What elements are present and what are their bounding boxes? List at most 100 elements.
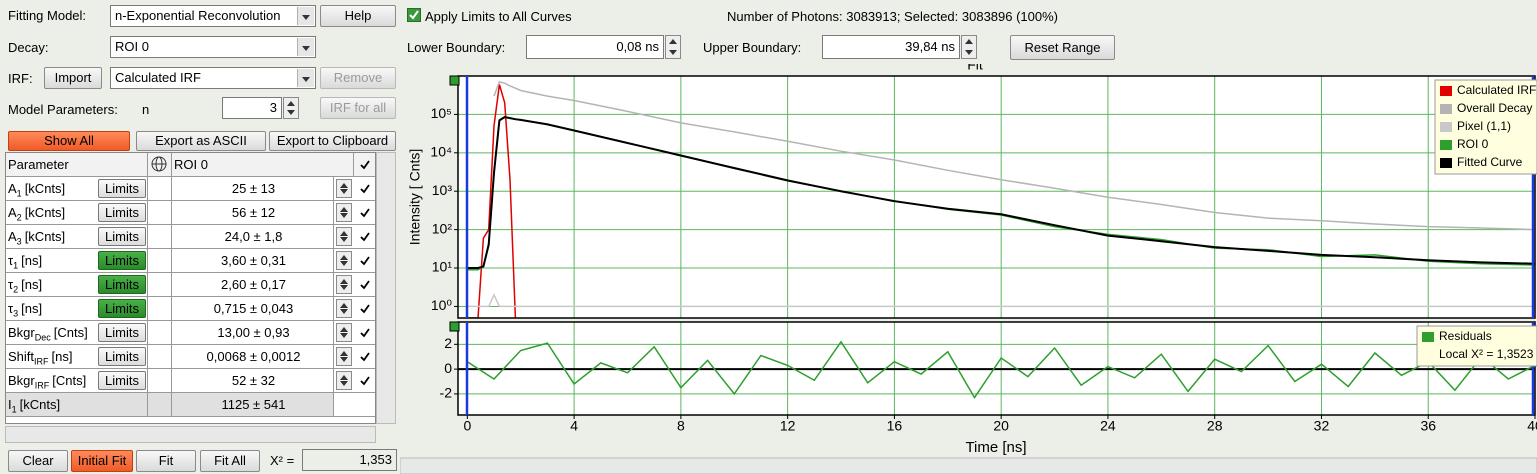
parameter-unit: [kCnts]	[19, 397, 61, 412]
upper-boundary-input[interactable]: 39,84 ns	[822, 35, 960, 59]
spacer-cell	[148, 177, 172, 200]
clear-button[interactable]: Clear	[8, 450, 68, 472]
legend-box	[1416, 325, 1537, 367]
fit-button[interactable]: Fit	[136, 450, 196, 472]
parameter-subscript: 1	[11, 404, 17, 415]
spinner[interactable]	[336, 275, 352, 294]
series-group	[467, 81, 1535, 318]
table-row: τ1 [ns] Limits 3,60 ± 0,31	[6, 249, 375, 273]
legend-label: ROI 0	[1457, 137, 1489, 151]
check-icon	[360, 184, 370, 194]
legend-swatch	[1440, 86, 1452, 96]
chi-value: 1,353	[302, 449, 397, 471]
spinner[interactable]	[336, 251, 352, 270]
parameter-unit: [Cnts]	[53, 325, 88, 340]
spinner[interactable]	[336, 299, 352, 318]
check-icon	[360, 232, 370, 242]
table-row: BkgrDec [Cnts] Limits 13,00 ± 0,93	[6, 321, 375, 345]
remove-button[interactable]: Remove	[320, 67, 396, 89]
parameter-name: Bkgr	[8, 325, 35, 340]
limits-button[interactable]: Limits	[98, 323, 146, 342]
lower-boundary-input[interactable]: 0,08 ns	[526, 35, 664, 59]
decay-combo[interactable]: ROI 0	[110, 36, 316, 58]
limits-button[interactable]: Limits	[98, 347, 146, 366]
parameter-cell: BkgrIRF [Cnts]	[6, 369, 148, 392]
export-clipboard-button[interactable]: Export to Clipboard	[269, 131, 396, 151]
parameter-name: I	[8, 397, 12, 412]
photon-count: Number of Photons: 3083913; Selected: 30…	[727, 9, 1059, 24]
x-tick-label: 32	[1314, 418, 1330, 434]
parameter-subscript: 1	[13, 260, 19, 271]
label: Upper Boundary:	[703, 40, 802, 55]
spinner[interactable]	[336, 371, 352, 390]
label: Decay:	[8, 40, 49, 55]
limits-button[interactable]: Limits	[98, 371, 146, 390]
spinner[interactable]	[336, 347, 352, 366]
legend-label: Residuals	[1439, 329, 1492, 343]
limits-button[interactable]: Limits	[98, 203, 146, 222]
chart-title: Fit	[967, 64, 983, 73]
irf-combo[interactable]: Calculated IRF	[110, 67, 316, 89]
horizontal-scrollbar[interactable]	[5, 426, 376, 443]
label: Fitting Model:	[8, 8, 87, 23]
export-ascii-button[interactable]: Export as ASCII	[136, 131, 266, 151]
dropdown-arrow	[297, 69, 314, 87]
parameter-subscript: 3	[13, 308, 19, 319]
spinner[interactable]	[665, 35, 681, 59]
limits-button[interactable]: Limits	[98, 227, 146, 246]
chart-scrollbar[interactable]	[400, 457, 1537, 474]
fit-all-button[interactable]: Fit All	[200, 450, 260, 472]
n-input[interactable]: 3	[222, 97, 282, 119]
spinner[interactable]	[336, 179, 352, 198]
value-cell: 0,715 ± 0,043	[172, 297, 334, 320]
limits-button[interactable]: Limits	[98, 299, 146, 318]
parameter-subscript: Dec	[34, 332, 51, 343]
spacer-cell	[148, 201, 172, 224]
show-all-button[interactable]: Show All	[8, 131, 130, 151]
irf-for-all-button[interactable]: IRF for all	[320, 97, 396, 119]
parameter-name: τ	[8, 253, 14, 268]
chart: 10⁰ 10¹ 10² 10³ 10⁴ 10⁵ Fit Intensity [ Cnts] Ca…	[400, 64, 1537, 474]
y-axis-title: Intensity [ Cnts]	[407, 149, 423, 245]
chi-label: X² =	[270, 453, 295, 468]
limits-button[interactable]: Limits	[98, 275, 146, 294]
checkbox[interactable]	[407, 8, 421, 22]
spinner[interactable]	[283, 97, 299, 119]
spacer-cell	[148, 345, 172, 368]
initial-fit-button[interactable]: Initial Fit	[71, 450, 133, 472]
import-button[interactable]: Import	[44, 67, 102, 89]
series-line	[466, 340, 1535, 400]
vertical-scrollbar[interactable]	[376, 152, 396, 424]
spinner[interactable]	[336, 203, 352, 222]
check-icon	[360, 304, 370, 314]
spacer-cell	[148, 249, 172, 272]
legend-swatch	[1440, 140, 1452, 150]
spinner[interactable]	[961, 35, 977, 59]
limits-button[interactable]: Limits	[98, 251, 146, 270]
parameter-unit: [ns]	[21, 277, 43, 292]
limits-button[interactable]: Limits	[98, 179, 146, 198]
spinner[interactable]	[336, 227, 352, 246]
legend-swatch	[1440, 158, 1452, 168]
globe-icon	[151, 156, 167, 172]
legend-swatch	[1422, 332, 1434, 342]
parameter-name: A	[8, 229, 17, 244]
y-tick-label: 10³	[432, 182, 453, 198]
check-icon	[360, 328, 370, 338]
check-icon	[360, 280, 370, 290]
reset-range-button[interactable]: Reset Range	[1010, 35, 1115, 60]
x-tick-label: 20	[993, 418, 1009, 434]
check-icon	[360, 256, 370, 266]
help-button[interactable]: Help	[320, 5, 396, 27]
y-axis-title: Resids. [StdDev.]	[407, 315, 423, 422]
fitting-model-combo[interactable]: n-Exponential Reconvolution	[110, 5, 316, 27]
spinner[interactable]	[336, 323, 352, 342]
parameter-name: τ	[8, 277, 14, 292]
x-tick-label: 8	[677, 418, 685, 434]
parameter-cell: BkgrDec [Cnts]	[6, 321, 148, 344]
check-mark	[360, 376, 370, 386]
label: Lower Boundary:	[407, 40, 506, 55]
table-row: ShiftIRF [ns] Limits 0,0068 ± 0,0012	[6, 345, 375, 369]
combo-text: n-Exponential Reconvolution	[115, 8, 281, 23]
parameter-unit: [kCnts]	[24, 181, 66, 196]
